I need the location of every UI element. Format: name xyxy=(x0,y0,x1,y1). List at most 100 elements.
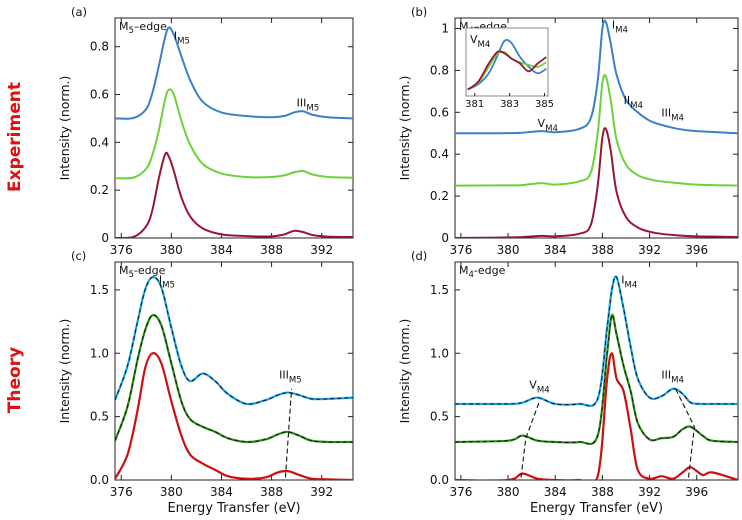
x-tick-label: 376 xyxy=(110,485,133,499)
edge-label: M4-edge xyxy=(459,264,506,280)
panel-b: 376 380 384 388 392 396 0 0.2 0.4 0.6 0.8 1 Intensit… xyxy=(397,5,739,257)
x-tick-label: 392 xyxy=(310,243,333,257)
x-tick-label: 380 xyxy=(497,485,520,499)
peak-label-ii-m4: IIM4 xyxy=(624,94,643,111)
edge-label-rest: –edge xyxy=(134,20,167,33)
peak-label-i-m5-main: I xyxy=(174,30,177,43)
y-tick-label: 1.5 xyxy=(90,283,109,297)
inset-frame xyxy=(465,27,549,97)
x-tick-label: 380 xyxy=(160,485,183,499)
y-tick-label: 0.8 xyxy=(90,40,109,54)
panel-letter: (a) xyxy=(71,5,87,19)
y-tick-label: 0.8 xyxy=(430,63,449,77)
y-tick-label: 0.6 xyxy=(430,105,449,119)
peak-label-iii-m4-sub: M4 xyxy=(671,376,684,386)
y-tick-label: 1.0 xyxy=(430,346,449,360)
y-tick-label: 0.4 xyxy=(90,135,109,149)
y-axis-label: Intensity (norm.) xyxy=(397,76,412,181)
dashed-guide xyxy=(520,400,541,478)
panels: 376 380 384 388 392 0 0.2 0.4 0.6 0.8 Intensity (n… xyxy=(57,5,739,516)
peak-label-v-m4-main: V xyxy=(538,117,546,130)
panel-d: 376 380 384 388 392 396 0.0 0.5 1.0 1.5 Intensity … xyxy=(397,249,739,516)
peak-label-i-m4-sub: M4 xyxy=(625,281,638,291)
x-tick-label: 384 xyxy=(544,243,567,257)
peak-label-i-m4-main: I xyxy=(621,274,624,287)
peak-label-iii-m5-sub: M5 xyxy=(289,376,302,386)
series-dash-theory_blue xyxy=(115,276,353,405)
edge-label: M5-edge xyxy=(119,264,166,280)
series-line-green xyxy=(115,88,353,180)
peak-label-v-m4-main: V xyxy=(529,379,537,392)
peak-label-ii-m4-sub: M4 xyxy=(630,101,643,111)
edge-label-rest: -edge xyxy=(134,264,166,277)
series-dash-theory_blue xyxy=(455,276,738,407)
inset-x-tick-label: 383 xyxy=(500,99,519,110)
x-tick-label: 384 xyxy=(210,243,233,257)
series-line-theory_blue xyxy=(115,276,353,406)
x-tick-label: 388 xyxy=(260,485,283,499)
series-line-theory_green xyxy=(455,313,738,446)
peak-label-i-m4-sub: M4 xyxy=(615,25,628,35)
x-tick-label: 384 xyxy=(544,485,567,499)
inset-x-tick-label: 385 xyxy=(535,99,554,110)
series-line-darkred xyxy=(455,127,738,238)
x-tick-label: 380 xyxy=(160,243,183,257)
x-tick-label: 376 xyxy=(110,243,133,257)
series-group xyxy=(115,26,353,238)
dashed-guide xyxy=(675,388,695,478)
y-axis-label: Intensity (norm.) xyxy=(57,319,72,424)
x-tick-label: 384 xyxy=(210,485,233,499)
inset-line-blue xyxy=(467,39,547,91)
inset-label-sub: M4 xyxy=(478,40,491,50)
peak-label-i-m5: IM5 xyxy=(159,274,175,291)
edge-label-main: M xyxy=(459,20,469,33)
inset-line-darkred xyxy=(467,50,547,91)
peak-label-i-m4: IM4 xyxy=(612,18,628,35)
peak-label-iii-m5-main: III xyxy=(279,369,289,382)
y-tick-label: 1 xyxy=(441,21,449,35)
edge-label-sub: 5 xyxy=(129,26,134,36)
x-tick-label: 388 xyxy=(591,243,614,257)
edge-label-main: M xyxy=(119,264,129,277)
inset-label: VM4 xyxy=(470,33,490,50)
series-dash-theory_green xyxy=(115,314,353,443)
x-tick-label: 388 xyxy=(260,243,283,257)
panel-letter: (b) xyxy=(411,5,427,19)
panel-letter: (c) xyxy=(71,249,86,263)
plot-frame xyxy=(114,17,354,239)
peak-label-v-m4: VM4 xyxy=(538,117,558,134)
y-tick-label: 0 xyxy=(441,231,449,245)
series-line-theory_green xyxy=(115,314,353,444)
y-tick-label: 1.5 xyxy=(430,283,449,297)
peak-label-iii-m4-main: III xyxy=(661,369,671,382)
series-line-darkred xyxy=(115,151,353,238)
x-tick-label: 392 xyxy=(310,485,333,499)
series-line-theory_blue xyxy=(455,275,738,407)
panel-letter: (d) xyxy=(411,249,427,263)
y-tick-label: 0.6 xyxy=(90,88,109,102)
peak-label-i-m4-main: I xyxy=(612,18,615,31)
inset-x-tick-label: 381 xyxy=(465,99,484,110)
inset: 381 383 385 VM4 xyxy=(465,27,554,110)
row-label-experiment: Experiment xyxy=(5,82,25,192)
peak-label-iii-m5-sub: M5 xyxy=(306,103,319,113)
y-tick-label: 0.2 xyxy=(430,189,449,203)
x-axis-label: Energy Transfer (eV) xyxy=(530,501,663,516)
peak-label-iii-m4: IIIM4 xyxy=(661,369,684,386)
peak-label-iii-m4: IIIM4 xyxy=(661,106,684,123)
x-axis-label: Energy Transfer (eV) xyxy=(167,501,300,516)
peak-label-ii-m4-main: II xyxy=(624,94,631,107)
series-line-theory_red xyxy=(455,352,738,480)
x-tick-label: 376 xyxy=(449,485,472,499)
y-tick-label: 0.5 xyxy=(90,410,109,424)
edge-label-sub: 4 xyxy=(469,270,474,280)
peak-label-iii-m5: IIIM5 xyxy=(297,96,320,113)
y-axis-label: Intensity (norm.) xyxy=(397,319,412,424)
series-line-green xyxy=(455,73,738,187)
peak-label-v-m4-sub: M4 xyxy=(545,124,558,134)
peak-label-i-m5-sub: M5 xyxy=(162,281,175,291)
row-label-theory: Theory xyxy=(5,347,25,413)
x-tick-label: 396 xyxy=(685,243,708,257)
inset-series xyxy=(467,39,547,91)
